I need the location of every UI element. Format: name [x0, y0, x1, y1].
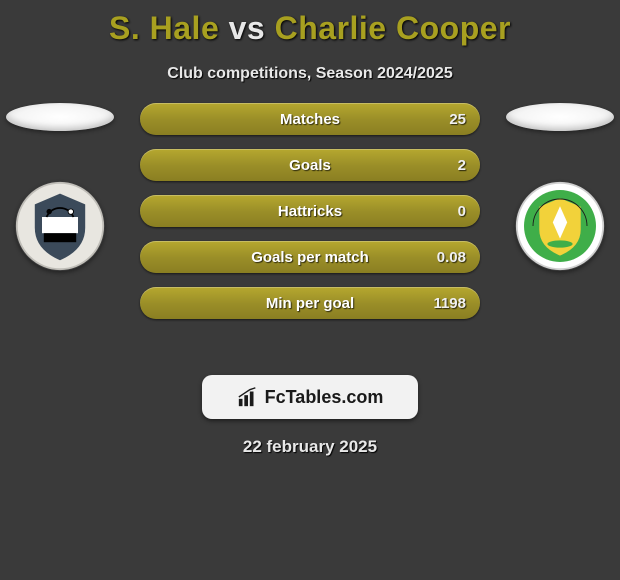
stat-value: 2 — [458, 157, 466, 174]
shield-icon — [515, 181, 605, 271]
brand-badge[interactable]: FcTables.com — [202, 375, 418, 419]
stat-value: 1198 — [433, 295, 466, 312]
stat-value: 0 — [458, 203, 466, 220]
page-title: S. Hale vs Charlie Cooper — [0, 0, 620, 47]
stat-row: Goals 2 — [140, 149, 480, 181]
club-badge-left — [15, 181, 105, 271]
stat-row: Min per goal 1198 — [140, 287, 480, 319]
stat-label: Min per goal — [266, 295, 354, 312]
brand-text: FcTables.com — [265, 387, 384, 408]
player-left — [0, 103, 120, 271]
stat-label: Matches — [280, 111, 340, 128]
comparison-arena: Matches 25 Goals 2 Hattricks 0 Goals per… — [0, 103, 620, 363]
shield-icon — [15, 181, 105, 271]
stat-label: Goals per match — [251, 249, 369, 266]
stat-row: Goals per match 0.08 — [140, 241, 480, 273]
avatar-placeholder-left — [6, 103, 114, 131]
stats-bars: Matches 25 Goals 2 Hattricks 0 Goals per… — [140, 103, 480, 333]
bars-icon — [237, 386, 259, 408]
stat-label: Hattricks — [278, 203, 342, 220]
title-left: S. Hale — [109, 10, 219, 46]
club-badge-right — [515, 181, 605, 271]
avatar-placeholder-right — [506, 103, 614, 131]
player-right — [500, 103, 620, 271]
stat-row: Matches 25 — [140, 103, 480, 135]
subtitle: Club competitions, Season 2024/2025 — [0, 65, 620, 83]
stat-label: Goals — [289, 157, 331, 174]
date: 22 february 2025 — [0, 437, 620, 457]
stat-row: Hattricks 0 — [140, 195, 480, 227]
title-right: Charlie Cooper — [275, 10, 511, 46]
title-vs: vs — [229, 10, 266, 46]
stat-value: 25 — [449, 111, 466, 128]
stat-value: 0.08 — [437, 249, 466, 266]
